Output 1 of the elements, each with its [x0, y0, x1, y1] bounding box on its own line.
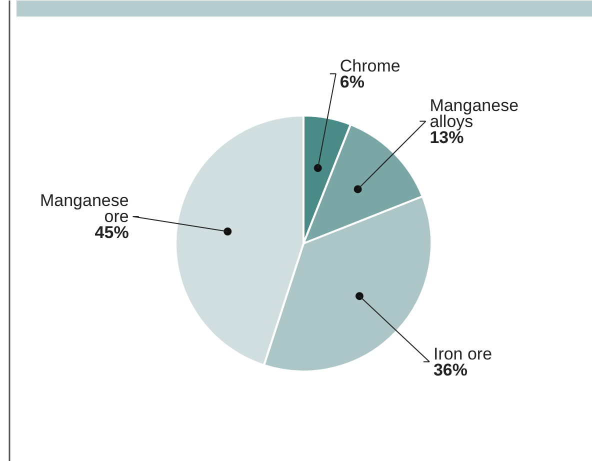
slice-label: Manganese alloys [430, 96, 519, 131]
